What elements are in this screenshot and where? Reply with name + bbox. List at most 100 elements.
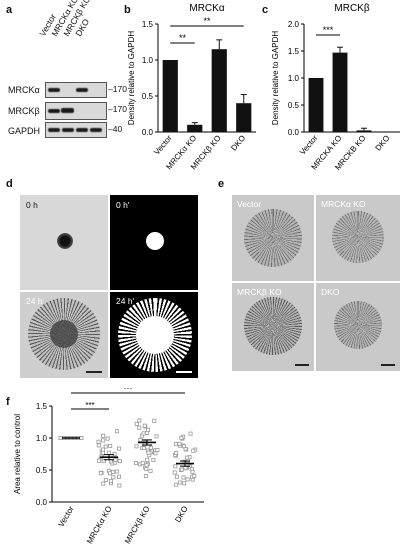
y-tick-label: 0.5 [36, 466, 48, 475]
image-label: DKO [321, 287, 340, 297]
image-label: Vector [237, 199, 262, 209]
panel-letter-b: b [124, 4, 131, 16]
bar [380, 131, 396, 132]
x-tick-label: DKO [173, 505, 189, 525]
data-point [177, 441, 182, 446]
y-tick-label: 0.0 [288, 128, 300, 137]
chart-title: MRCKα [189, 3, 224, 14]
bar [332, 52, 348, 133]
data-point [96, 439, 101, 444]
image-label: MRCKβ KO [237, 287, 282, 297]
bar [162, 60, 178, 132]
image-label: MRCKα KO [321, 199, 366, 209]
data-point [134, 461, 139, 466]
data-point [181, 444, 186, 449]
y-tick-label: 1.0 [288, 74, 300, 83]
bar [236, 103, 252, 132]
data-point [148, 468, 153, 473]
spheroid-spread [334, 301, 382, 349]
data-point [184, 455, 189, 460]
data-point [145, 430, 150, 435]
data-point [117, 446, 122, 451]
data-point [191, 448, 196, 453]
y-axis-label: Density relative to GAPDH [127, 31, 136, 125]
y-tick-label: 0.5 [288, 101, 300, 110]
row-label-mrckb: MRCKβ [8, 106, 40, 116]
bar [356, 130, 372, 132]
significance-label: *** [85, 401, 94, 410]
scale-bar [86, 371, 102, 373]
data-point [178, 480, 183, 485]
spheroid-spread [332, 211, 384, 263]
data-point [146, 450, 151, 455]
panel-letter-d: d [6, 178, 13, 190]
data-point [134, 444, 139, 449]
x-tick-label: DKO [229, 134, 247, 153]
invasion-core [50, 320, 78, 348]
spheroid-spread [244, 209, 302, 267]
scale-bar [176, 371, 192, 373]
image-24h-prime: 24 h' [110, 292, 198, 378]
scatter-chart-area: 0.0 0.5 1.0 1.5 Area relative to control Vect… [13, 388, 204, 546]
bar [308, 78, 324, 132]
bar [211, 49, 227, 133]
scale-bar [381, 364, 395, 366]
data-point [188, 431, 193, 436]
y-tick-label: 1.5 [36, 402, 48, 411]
y-axis-label: Density relative to GAPDH [271, 31, 280, 125]
band [76, 128, 88, 132]
data-point [111, 469, 116, 474]
band [62, 128, 74, 132]
data-point [143, 473, 148, 478]
data-point [144, 467, 149, 472]
y-tick-label: 1.5 [288, 47, 300, 56]
data-point [105, 436, 110, 441]
data-point [96, 443, 101, 448]
significance-label: *** [323, 25, 334, 35]
data-point [142, 423, 147, 428]
data-point [114, 469, 119, 474]
row-label-gapdh: GAPDH [8, 126, 41, 136]
marker-40: –40 [108, 124, 123, 134]
image-24h: 24 h [20, 292, 108, 378]
data-point [97, 458, 102, 463]
row-label-mrcka: MRCKα [8, 85, 40, 95]
data-point [174, 451, 179, 456]
y-tick-label: 2.0 [288, 20, 300, 29]
marker-170-b: –170 [108, 104, 127, 114]
y-tick-label: 0.0 [36, 498, 48, 507]
data-point [138, 438, 143, 443]
data-point [183, 466, 188, 471]
invasion-mask-core [136, 316, 174, 354]
data-point [111, 475, 116, 480]
data-point [101, 459, 106, 464]
image-label: 0 h' [116, 200, 130, 210]
data-point [103, 477, 108, 482]
data-point [179, 467, 184, 472]
data-point [174, 482, 179, 487]
bar [187, 124, 203, 132]
data-point [179, 435, 184, 440]
panel-letter-f: f [6, 396, 10, 408]
data-point [181, 475, 186, 480]
data-point [117, 483, 122, 488]
data-point [174, 474, 179, 479]
x-tick-label: MRCKβ KO [123, 505, 152, 546]
data-point [134, 421, 139, 426]
band [61, 108, 74, 113]
data-point [101, 438, 106, 443]
x-tick-label: Vector [152, 133, 174, 156]
x-tick-label: Vector [57, 504, 76, 528]
significance-label: ** [179, 33, 187, 43]
band [48, 109, 60, 113]
data-point [154, 434, 159, 439]
bar-chart-mrckb: MRCKβ 0.0 0.5 1.0 1.5 2.0 Density relative to … [271, 3, 400, 172]
y-tick-label: 1.0 [142, 56, 154, 65]
data-point [117, 474, 122, 479]
band [48, 88, 60, 92]
data-point [108, 479, 113, 484]
y-tick-label: 0.0 [142, 128, 154, 137]
image-dko: DKO [316, 283, 400, 371]
band [90, 128, 102, 132]
data-point [101, 481, 106, 486]
